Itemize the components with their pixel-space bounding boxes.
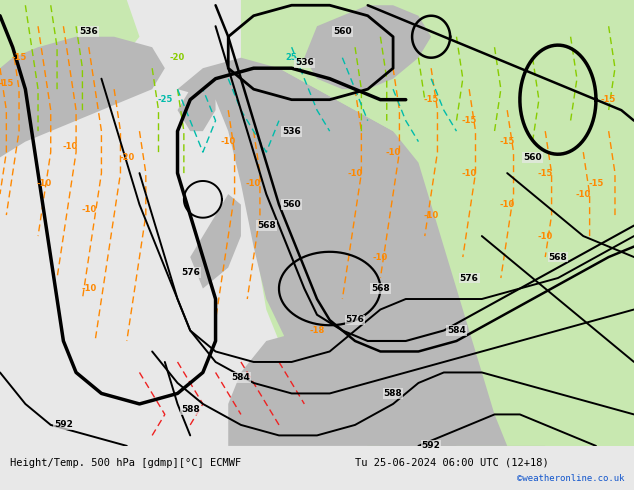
- Text: 568: 568: [548, 252, 567, 262]
- Text: 560: 560: [282, 200, 301, 209]
- Text: 576: 576: [181, 269, 200, 277]
- Text: -10: -10: [81, 284, 96, 293]
- Text: 568: 568: [257, 221, 276, 230]
- Text: 536: 536: [295, 58, 314, 68]
- Text: 588: 588: [181, 405, 200, 414]
- Text: ©weatheronline.co.uk: ©weatheronline.co.uk: [517, 474, 624, 483]
- Text: -15: -15: [588, 179, 604, 188]
- Text: 560: 560: [523, 153, 542, 162]
- Text: -15: -15: [11, 53, 27, 62]
- Polygon shape: [178, 58, 545, 446]
- Text: -20: -20: [170, 53, 185, 62]
- Text: -10: -10: [373, 252, 388, 262]
- Text: 536: 536: [282, 126, 301, 136]
- Text: -20: -20: [119, 153, 134, 162]
- Text: 536: 536: [79, 27, 98, 36]
- Text: -10: -10: [500, 200, 515, 209]
- Text: -15: -15: [500, 137, 515, 146]
- Text: 576: 576: [460, 273, 479, 283]
- Text: -18: -18: [309, 326, 325, 335]
- Text: 592: 592: [422, 441, 441, 450]
- Text: -10: -10: [385, 147, 401, 157]
- Text: -10: -10: [246, 179, 261, 188]
- Text: 584: 584: [447, 326, 466, 335]
- Text: Height/Temp. 500 hPa [gdmp][°C] ECMWF: Height/Temp. 500 hPa [gdmp][°C] ECMWF: [10, 458, 241, 467]
- Polygon shape: [190, 194, 241, 289]
- Text: 568: 568: [371, 284, 390, 293]
- Text: -10: -10: [37, 179, 52, 188]
- Text: -15: -15: [424, 95, 439, 104]
- Text: -15: -15: [538, 169, 553, 177]
- Text: Tu 25-06-2024 06:00 UTC (12+18): Tu 25-06-2024 06:00 UTC (12+18): [355, 458, 549, 467]
- Text: 584: 584: [231, 373, 250, 382]
- Polygon shape: [279, 0, 634, 446]
- Text: 560: 560: [333, 27, 352, 36]
- Text: -10: -10: [424, 211, 439, 220]
- Polygon shape: [228, 330, 456, 446]
- Text: -10: -10: [462, 169, 477, 177]
- Text: 588: 588: [384, 389, 403, 398]
- Text: -10: -10: [81, 205, 96, 214]
- Polygon shape: [0, 37, 165, 157]
- Text: -15: -15: [0, 79, 14, 88]
- Text: 576: 576: [346, 316, 365, 324]
- Polygon shape: [178, 79, 216, 131]
- Polygon shape: [0, 0, 139, 89]
- Text: -25: -25: [157, 95, 172, 104]
- Text: 25: 25: [286, 53, 297, 62]
- Polygon shape: [304, 5, 431, 89]
- Text: 592: 592: [54, 420, 73, 429]
- Text: -10: -10: [576, 190, 591, 198]
- Text: -15: -15: [462, 116, 477, 125]
- Polygon shape: [0, 0, 63, 89]
- Polygon shape: [241, 0, 634, 446]
- Text: -10: -10: [538, 232, 553, 241]
- Text: -15: -15: [601, 95, 616, 104]
- Text: -10: -10: [347, 169, 363, 177]
- Text: -10: -10: [221, 137, 236, 146]
- Text: -10: -10: [62, 143, 77, 151]
